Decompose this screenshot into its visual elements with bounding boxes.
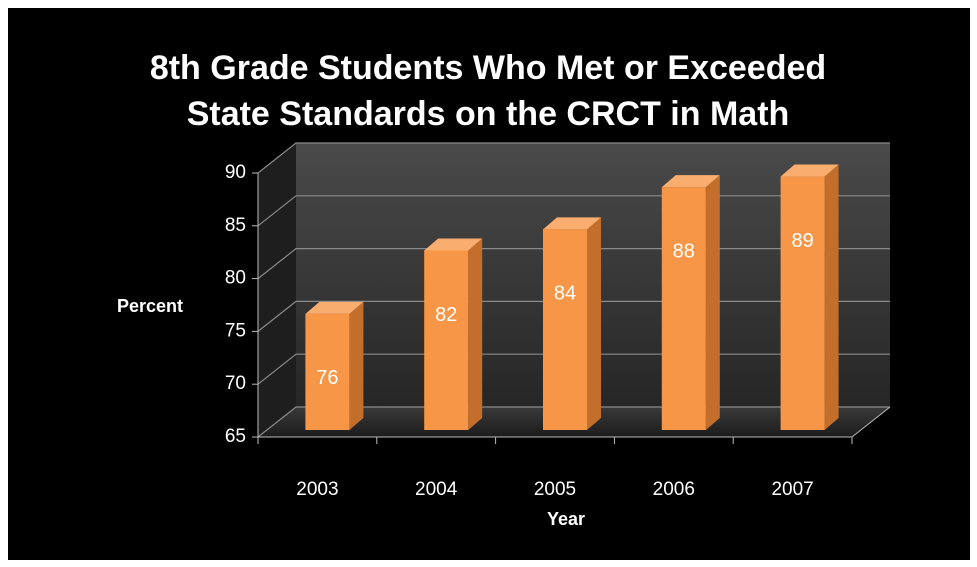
y-tick-label: 90 xyxy=(225,162,246,183)
data-label: 88 xyxy=(673,240,695,262)
data-label: 89 xyxy=(791,230,813,252)
side-wall xyxy=(258,143,296,437)
y-axis-label: Percent xyxy=(117,296,183,316)
x-tick-label: 2007 xyxy=(771,479,813,500)
x-tick-label: 2005 xyxy=(534,479,576,500)
chart-title: State Standards on the CRCT in Math xyxy=(187,95,790,133)
bar-top xyxy=(543,217,601,230)
bar xyxy=(543,229,587,430)
y-tick-label: 85 xyxy=(225,215,246,236)
grid-line xyxy=(257,142,890,174)
bar-side xyxy=(705,175,720,430)
y-tick-label: 80 xyxy=(225,268,246,289)
bar-side xyxy=(349,301,364,430)
data-label: 76 xyxy=(316,367,338,389)
x-tick-label: 2003 xyxy=(296,479,338,500)
bar-side xyxy=(587,217,601,430)
bar-top xyxy=(305,301,364,314)
bar-top xyxy=(780,164,839,177)
bar xyxy=(305,313,350,430)
bar-top xyxy=(424,238,483,251)
data-label: 82 xyxy=(435,304,457,326)
y-tick-label: 75 xyxy=(225,320,246,341)
bar xyxy=(661,187,706,430)
bar-side xyxy=(824,164,839,430)
x-axis-label: Year xyxy=(547,509,585,529)
x-tick-label: 2006 xyxy=(653,479,695,500)
bar-top xyxy=(661,175,720,188)
chart-title: 8th Grade Students Who Met or Exceeded xyxy=(150,49,826,87)
x-tick-label: 2004 xyxy=(415,479,458,500)
y-tick-label: 70 xyxy=(225,373,246,394)
data-label: 84 xyxy=(554,283,576,305)
bar-side xyxy=(468,238,483,430)
x-axis-depth xyxy=(851,406,891,438)
y-tick-label: 65 xyxy=(225,426,246,447)
bar xyxy=(780,176,825,430)
bar xyxy=(424,250,469,430)
